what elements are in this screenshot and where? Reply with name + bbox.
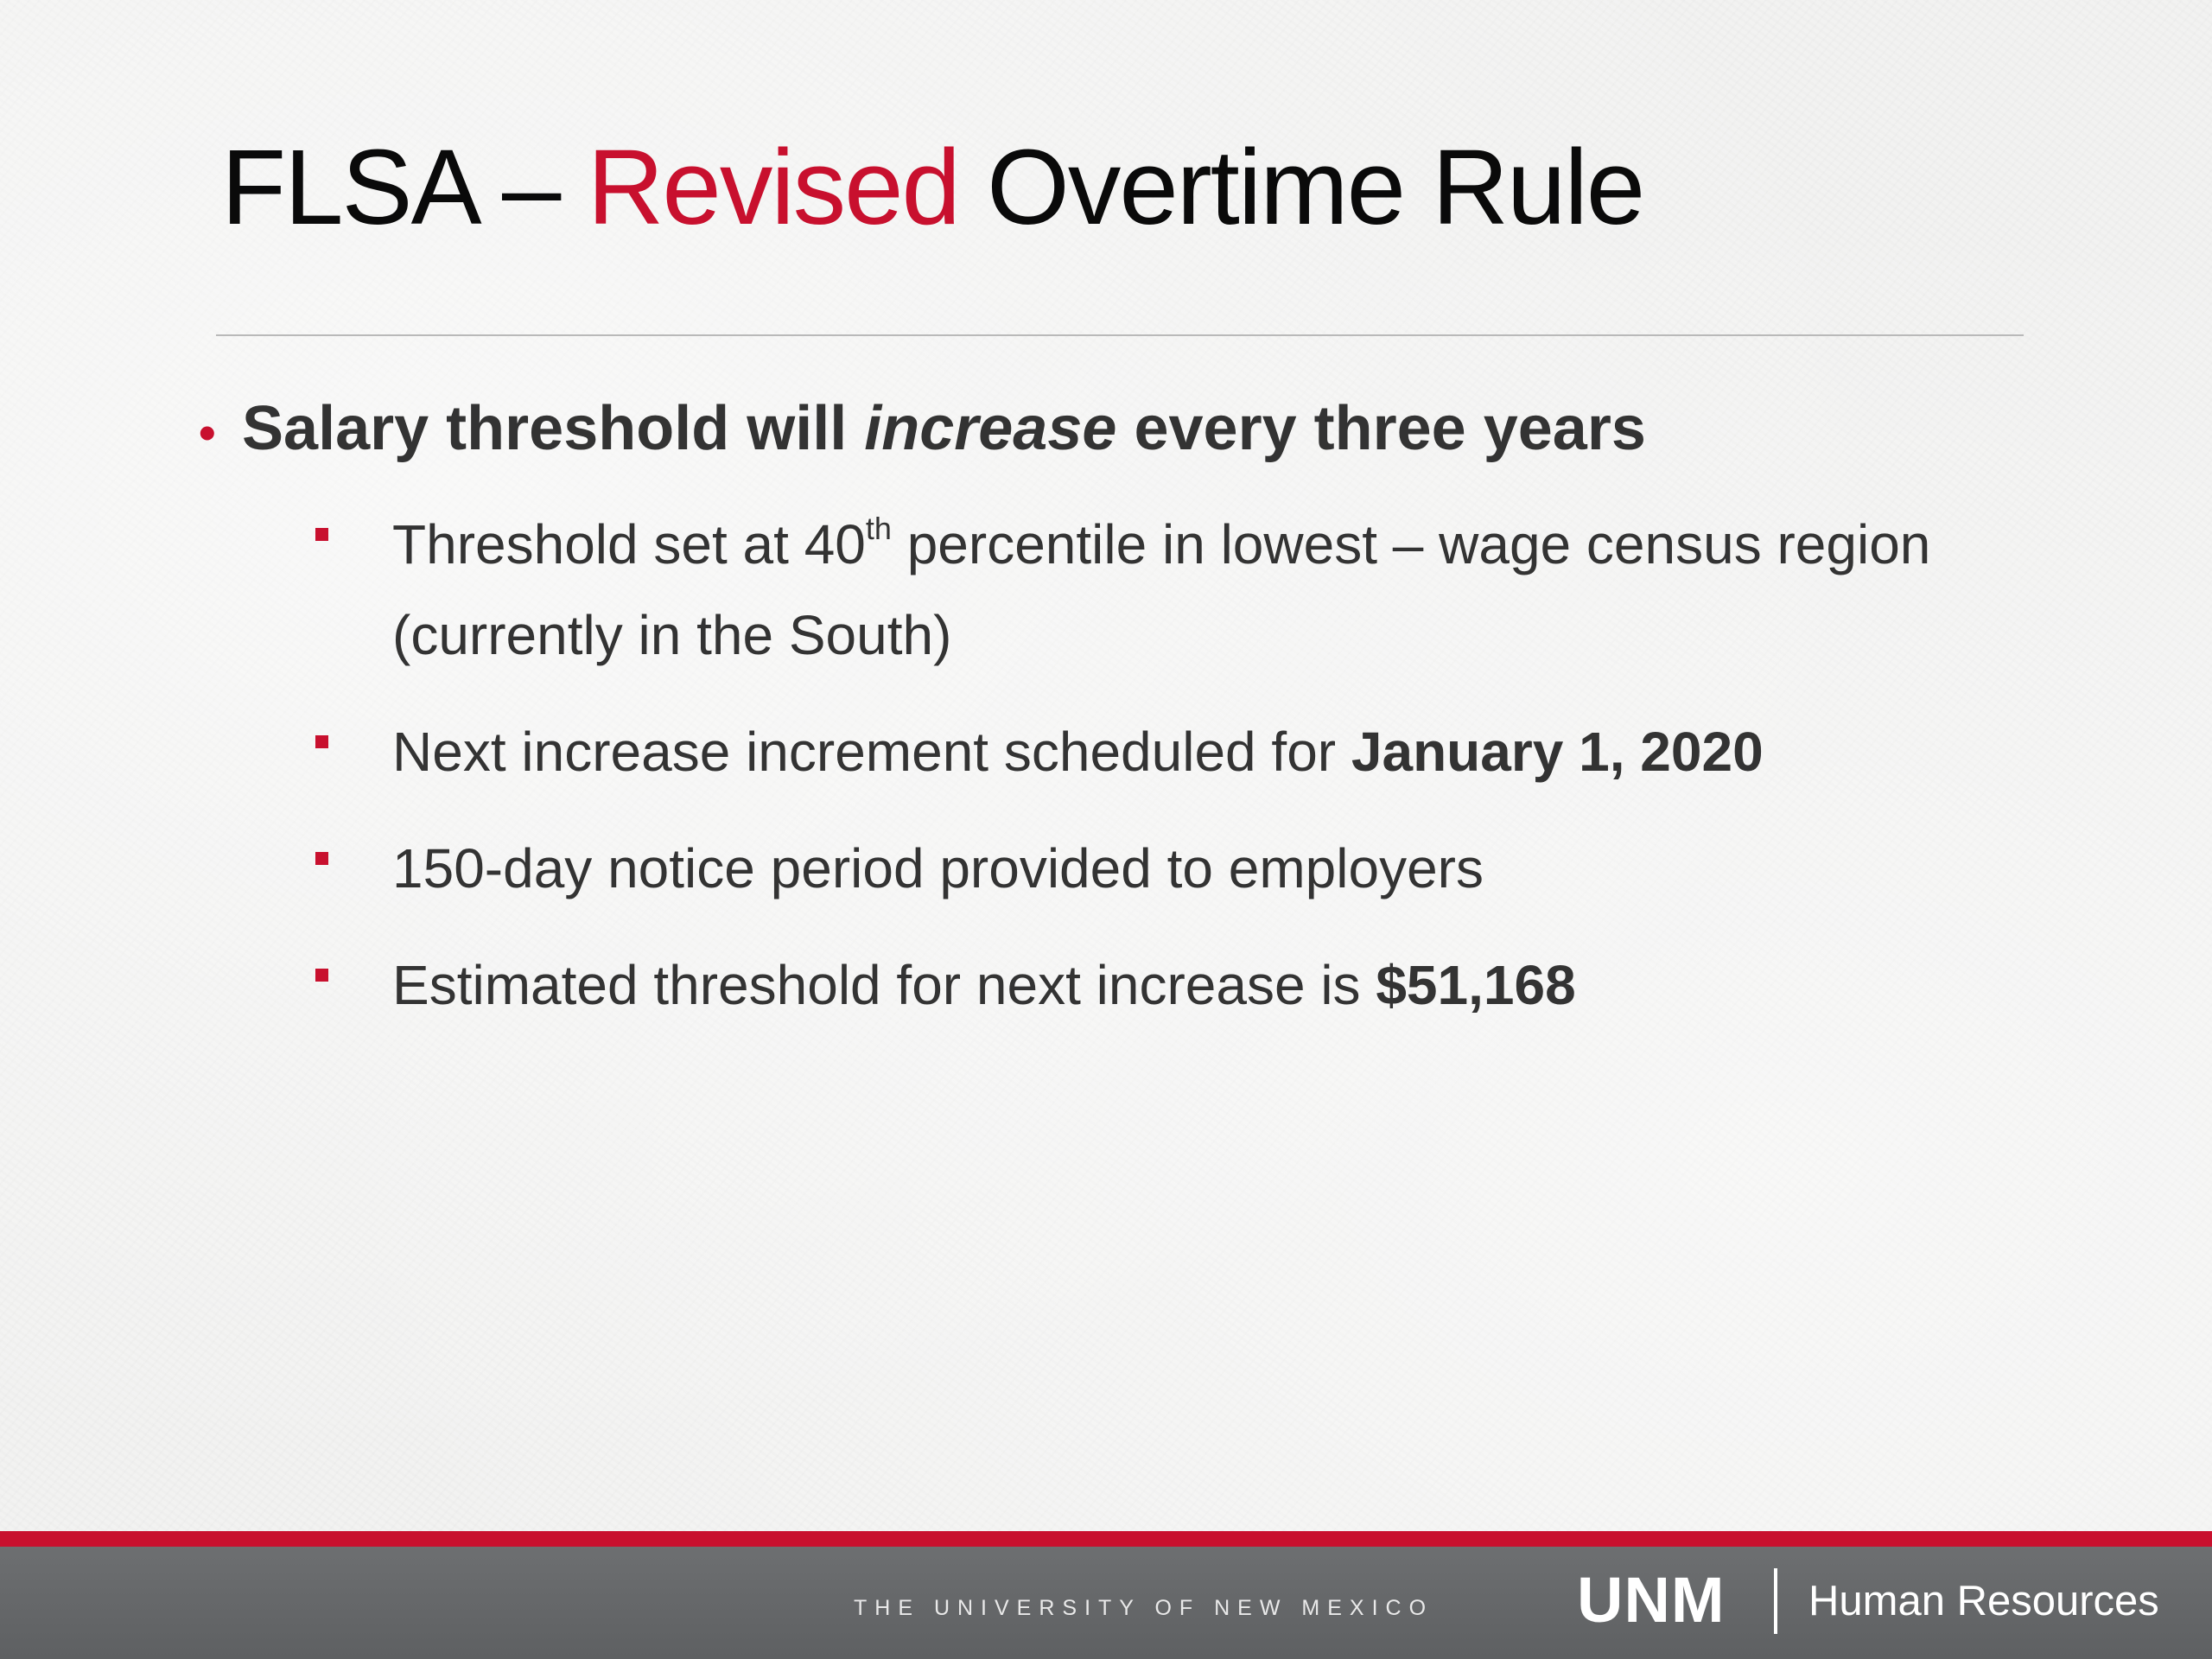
main-bullet-emphasis: increase — [864, 394, 1117, 463]
slide-title: FLSA – Revised Overtime Rule — [221, 129, 1645, 247]
footer-logo-divider — [1774, 1568, 1777, 1634]
title-prefix: FLSA – — [221, 129, 588, 247]
footer-bar — [0, 1547, 2212, 1659]
main-bullet-pre: Salary threshold will — [242, 394, 865, 463]
bullet-dot-icon: • — [199, 405, 216, 460]
main-bullet-post: every three years — [1116, 394, 1646, 463]
threshold-text-pre: Threshold set at 40 — [392, 512, 866, 575]
threshold-text-post: percentile in lowest – wage census regio… — [392, 512, 1931, 666]
footer-accent-stripe — [0, 1531, 2212, 1547]
estimated-threshold-amount: $51,168 — [1376, 953, 1576, 1016]
next-increase-date: January 1, 2020 — [1351, 720, 1764, 783]
sub-bullet-notice-period: 150-day notice period provided to employ… — [313, 823, 2013, 914]
unm-logo: UNM — [1577, 1564, 1726, 1636]
footer-department: Human Resources — [1808, 1578, 2159, 1624]
main-bullet: • Salary threshold will increase every t… — [199, 393, 2013, 465]
square-bullet-icon — [313, 968, 392, 1004]
estimated-threshold-text: Estimated threshold for next increase is — [392, 953, 1376, 1016]
sub-bullet-text: Threshold set at 40th percentile in lowe… — [392, 499, 2013, 681]
title-accent: Revised — [587, 129, 961, 247]
sub-bullet-estimated-threshold: Estimated threshold for next increase is… — [313, 940, 2013, 1031]
next-increase-text: Next increase increment scheduled for — [392, 720, 1351, 783]
sub-bullet-text: 150-day notice period provided to employ… — [392, 836, 1484, 899]
sub-bullet-next-increase: Next increase increment scheduled for Ja… — [313, 707, 2013, 798]
footer-tagline: THE UNIVERSITY OF NEW MEXICO — [854, 1596, 1434, 1620]
title-divider — [216, 334, 2024, 336]
sub-bullet-threshold: Threshold set at 40th percentile in lowe… — [313, 499, 2013, 681]
title-suffix: Overtime Rule — [958, 129, 1645, 247]
sub-bullet-text: Next increase increment scheduled for Ja… — [392, 707, 2013, 798]
ordinal-superscript: th — [865, 510, 892, 546]
sub-bullet-text: Estimated threshold for next increase is… — [392, 940, 2013, 1031]
slide-body: • Salary threshold will increase every t… — [199, 393, 2013, 1057]
square-bullet-icon — [313, 734, 392, 771]
sub-bullet-list: Threshold set at 40th percentile in lowe… — [313, 499, 2013, 1031]
main-bullet-text: Salary threshold will increase every thr… — [242, 393, 1646, 465]
